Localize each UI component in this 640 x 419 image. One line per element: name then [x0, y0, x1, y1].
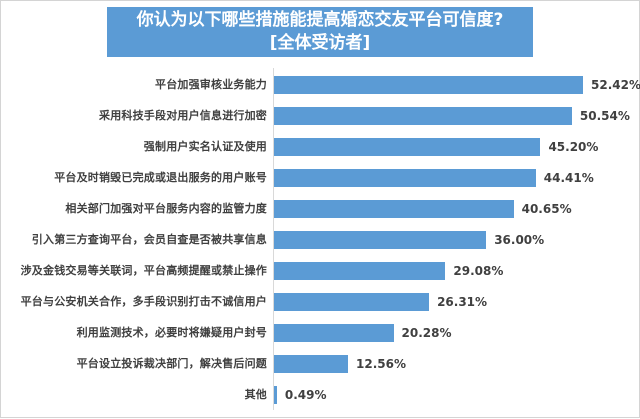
bar [274, 262, 446, 280]
bar-row: 平台加强审核业务能力 52.42% [0, 76, 640, 94]
bar-row: 采用科技手段对用户信息进行加密 50.54% [0, 107, 640, 125]
bar [274, 107, 572, 125]
value-label: 36.00% [494, 233, 545, 247]
value-label: 45.20% [548, 140, 599, 154]
bar-row: 利用监测技术，必要时将嫌疑用户封号 20.28% [0, 324, 640, 342]
category-label: 平台设立投诉裁决部门，解决售后问题 [76, 357, 267, 370]
value-label: 0.49% [284, 388, 327, 402]
value-label: 52.42% [591, 78, 640, 92]
bar [274, 200, 514, 218]
bar [274, 386, 277, 404]
bar-row: 涉及金钱交易等关联词，平台高频提醒或禁止操作 29.08% [0, 262, 640, 280]
value-label: 26.31% [437, 295, 488, 309]
category-label: 平台及时销毁已完成或退出服务的用户账号 [54, 171, 267, 184]
category-axis-line [273, 68, 274, 410]
category-label: 涉及金钱交易等关联词，平台高频提醒或禁止操作 [20, 264, 267, 277]
bar [274, 355, 349, 373]
category-label: 利用监测技术，必要时将嫌疑用户封号 [76, 326, 267, 339]
chart-subtitle: [全体受访者] [269, 33, 371, 53]
category-label: 其他 [244, 388, 267, 401]
bar-row: 平台设立投诉裁决部门，解决售后问题 12.56% [0, 355, 640, 373]
bar-row: 平台及时销毁已完成或退出服务的用户账号 44.41% [0, 169, 640, 187]
bar-row: 强制用户实名认证及使用 45.20% [0, 138, 640, 156]
value-label: 50.54% [579, 109, 630, 123]
category-label: 相关部门加强对平台服务内容的监管力度 [65, 202, 267, 215]
bar-row: 其他 0.49% [0, 386, 640, 404]
bar [274, 169, 536, 187]
chart-title: 你认为以下哪些措施能提高婚恋交友平台可信度? [136, 10, 504, 30]
value-label: 20.28% [401, 326, 452, 340]
bar [274, 231, 487, 249]
bar [274, 324, 394, 342]
value-label: 44.41% [543, 171, 594, 185]
chart-title-box: 你认为以下哪些措施能提高婚恋交友平台可信度? [全体受访者] [107, 7, 533, 57]
category-label: 强制用户实名认证及使用 [143, 140, 267, 153]
category-label: 平台加强审核业务能力 [155, 78, 267, 91]
bar-row: 引入第三方查询平台，会员自查是否被共享信息 36.00% [0, 231, 640, 249]
value-label: 12.56% [356, 357, 407, 371]
bar-row: 平台与公安机关合作，多手段识别打击不诚信用户 26.31% [0, 293, 640, 311]
value-label: 40.65% [521, 202, 572, 216]
bar [274, 293, 430, 311]
category-label: 引入第三方查询平台，会员自查是否被共享信息 [31, 233, 267, 246]
bar [274, 138, 541, 156]
category-label: 平台与公安机关合作，多手段识别打击不诚信用户 [20, 295, 267, 308]
value-label: 29.08% [453, 264, 504, 278]
category-label: 采用科技手段对用户信息进行加密 [99, 109, 267, 122]
bar-row: 相关部门加强对平台服务内容的监管力度 40.65% [0, 200, 640, 218]
bar [274, 76, 583, 94]
